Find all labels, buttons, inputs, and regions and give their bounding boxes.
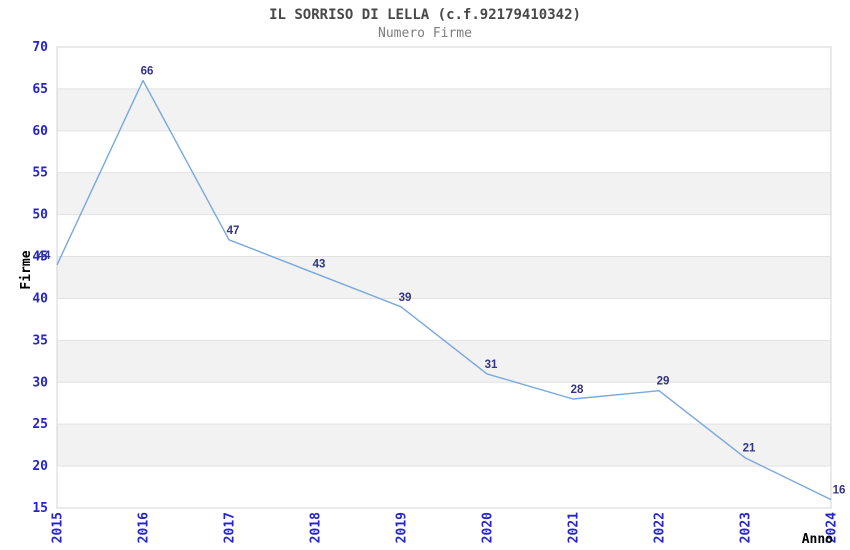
data-label: 43 [313, 258, 326, 270]
y-tick-label: 70 [32, 40, 48, 55]
x-tick-label: 2016 [137, 512, 152, 543]
x-tick-label: 2021 [567, 512, 582, 543]
x-tick-label: 2023 [739, 512, 754, 543]
x-tick-label: 2024 [825, 512, 840, 543]
trend-line [56, 79, 832, 501]
y-tick-label: 45 [32, 250, 48, 265]
grid-band-gray [57, 88, 831, 131]
x-tick-label: 2018 [309, 512, 324, 543]
y-tick-label: 60 [32, 124, 48, 139]
y-tick-label: 20 [32, 459, 48, 474]
y-tick-label: 25 [32, 417, 48, 432]
y-tick-label: 55 [32, 166, 48, 181]
data-label: 21 [743, 443, 756, 455]
y-tick-label: 30 [32, 375, 48, 390]
data-label: 47 [227, 225, 240, 237]
grid-band-gray [57, 172, 831, 215]
grid-band-white [57, 466, 831, 508]
grid-band-white [57, 47, 831, 89]
data-label: 29 [657, 376, 670, 388]
x-tick-label: 2022 [653, 512, 668, 543]
grid-band-white [57, 298, 831, 341]
plot-area-border [56, 46, 832, 509]
y-tick-label: 65 [32, 82, 48, 97]
y-tick-label: 40 [32, 291, 48, 306]
x-tick-label: 2017 [223, 512, 238, 543]
x-tick-label: 2015 [51, 512, 66, 543]
y-axis-title: Firme [19, 250, 34, 289]
chart-subtitle: Numero Firme [378, 26, 472, 41]
data-label: 16 [833, 485, 846, 497]
x-axis-title: Anno [802, 532, 833, 547]
data-label: 31 [485, 359, 498, 371]
x-tick-label: 2020 [481, 512, 496, 543]
data-label: 44 [38, 250, 51, 262]
grid-band-white [57, 130, 831, 173]
y-tick-label: 50 [32, 208, 48, 223]
data-label: 66 [141, 66, 154, 78]
data-label: 28 [571, 384, 584, 396]
grid-band-white [57, 214, 831, 257]
grid-band-gray [57, 340, 831, 383]
grid-band-gray [57, 424, 831, 467]
y-tick-label: 35 [32, 333, 48, 348]
grid-band-white [57, 382, 831, 425]
y-tick-label: 15 [32, 501, 48, 516]
chart-title: IL SORRISO DI LELLA (c.f.92179410342) [269, 7, 581, 23]
x-tick-label: 2019 [395, 512, 410, 543]
data-label: 39 [399, 292, 412, 304]
grid-band-gray [57, 256, 831, 299]
